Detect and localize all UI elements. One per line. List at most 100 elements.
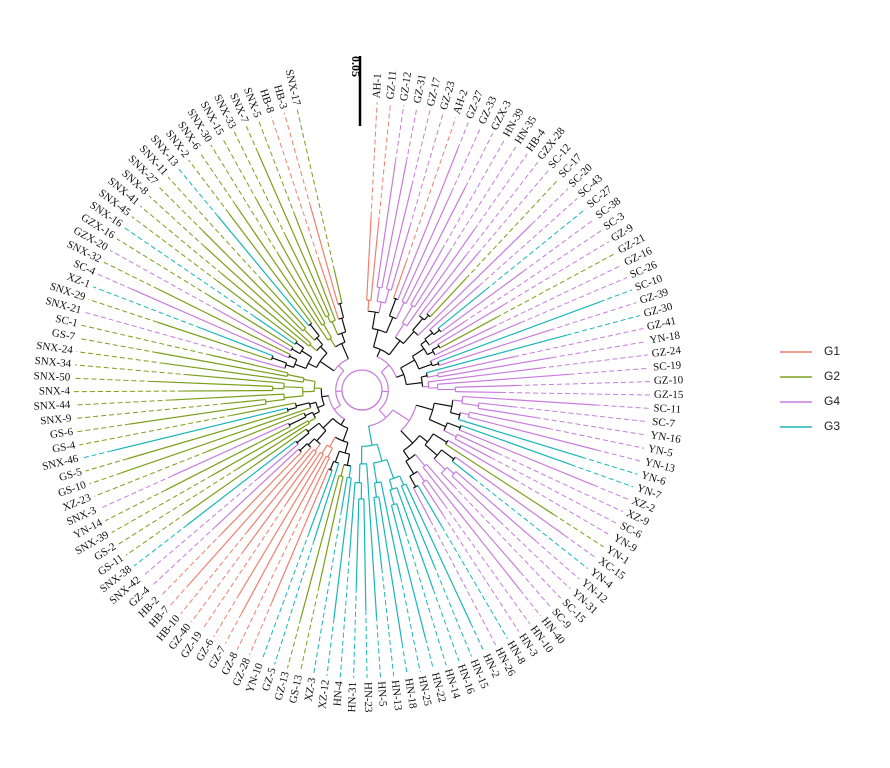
leaf-guide bbox=[92, 286, 201, 329]
branch bbox=[341, 317, 347, 333]
branch bbox=[433, 329, 440, 336]
leaf-guide bbox=[84, 311, 245, 358]
branch bbox=[380, 364, 390, 373]
branch bbox=[228, 212, 313, 324]
branch bbox=[396, 503, 406, 532]
leaf-guide bbox=[123, 227, 255, 317]
branch bbox=[412, 318, 424, 331]
branch bbox=[318, 476, 344, 586]
clade-arc bbox=[368, 409, 394, 427]
clade-arc bbox=[373, 346, 390, 356]
branch bbox=[307, 422, 320, 433]
leaf-guide bbox=[365, 610, 368, 678]
branch bbox=[426, 334, 567, 374]
clade-arc bbox=[420, 376, 424, 387]
branch bbox=[129, 403, 267, 425]
branch bbox=[200, 327, 274, 357]
leaf-guide bbox=[448, 146, 517, 253]
leaf-guide bbox=[569, 367, 650, 375]
branch bbox=[320, 346, 328, 354]
leaf-label: YN-18 bbox=[649, 329, 682, 346]
leaf-label: SNX-44 bbox=[33, 399, 71, 413]
leaf-guide bbox=[167, 176, 263, 281]
branch bbox=[310, 206, 339, 305]
branch bbox=[434, 326, 493, 356]
branch bbox=[429, 418, 446, 428]
clade-arc bbox=[286, 408, 289, 412]
leaf-guide bbox=[470, 623, 485, 652]
branch bbox=[434, 402, 453, 407]
leaf-guide bbox=[450, 127, 482, 193]
leaf-label: SNX-9 bbox=[40, 412, 73, 427]
branch bbox=[376, 349, 381, 357]
branch bbox=[316, 430, 327, 442]
branch bbox=[289, 416, 307, 426]
branch bbox=[401, 192, 452, 302]
clade-arc bbox=[288, 354, 291, 359]
branch bbox=[257, 152, 330, 316]
branch bbox=[182, 389, 273, 392]
branch bbox=[237, 422, 310, 470]
leaf-guide bbox=[75, 403, 226, 419]
leaf-guide bbox=[299, 585, 320, 672]
clade-arc bbox=[307, 420, 310, 424]
leaf-guide bbox=[221, 137, 258, 201]
branch bbox=[427, 351, 434, 356]
branch bbox=[346, 453, 351, 466]
branch bbox=[287, 406, 297, 411]
leaf-guide bbox=[401, 643, 408, 675]
leaf-guide bbox=[199, 151, 236, 206]
branch bbox=[366, 216, 372, 301]
branch bbox=[319, 360, 335, 372]
leaf-guide bbox=[473, 477, 589, 570]
branch bbox=[326, 315, 331, 323]
clade-arc bbox=[376, 356, 397, 378]
clade-arc bbox=[333, 358, 349, 372]
branch bbox=[309, 324, 320, 337]
clade-arc bbox=[303, 412, 307, 418]
leaf-label: SNX-4 bbox=[39, 385, 71, 397]
leaf-guide bbox=[512, 406, 649, 423]
leaf-guide bbox=[85, 458, 128, 472]
branch bbox=[323, 323, 333, 339]
branch bbox=[253, 315, 296, 345]
branch bbox=[394, 323, 405, 338]
leaf-guide bbox=[404, 531, 447, 666]
branch bbox=[459, 429, 594, 486]
clade-arc bbox=[299, 347, 305, 354]
clade-arc bbox=[293, 359, 298, 368]
branch bbox=[366, 463, 378, 617]
branch bbox=[390, 226, 411, 291]
branch bbox=[211, 420, 309, 476]
branch bbox=[402, 450, 410, 460]
leaf-guide bbox=[109, 249, 218, 311]
leaf-guide bbox=[270, 116, 320, 262]
branch bbox=[402, 331, 415, 344]
leaf-label: GS-7 bbox=[51, 327, 76, 343]
clade-arc bbox=[421, 479, 427, 484]
leaf-guide bbox=[79, 414, 233, 446]
leaf-guide bbox=[76, 423, 131, 433]
leaf-guide bbox=[74, 399, 171, 406]
leaf-guide bbox=[400, 577, 421, 673]
leaf-label: HN-18 bbox=[402, 677, 419, 710]
leaf-guide bbox=[180, 530, 249, 615]
clade-arc bbox=[400, 367, 407, 385]
leaf-guide bbox=[549, 302, 637, 331]
leaf-guide bbox=[547, 427, 645, 449]
leaf-guide bbox=[116, 238, 209, 296]
branch bbox=[355, 498, 360, 588]
branch bbox=[416, 404, 433, 411]
branch bbox=[406, 228, 476, 327]
branch bbox=[451, 475, 501, 522]
leaf-label: SNX-50 bbox=[33, 370, 71, 384]
leaf-guide bbox=[409, 113, 444, 228]
branch bbox=[189, 446, 312, 584]
branch bbox=[437, 356, 515, 375]
branch bbox=[432, 345, 440, 351]
leaf-label: GS-6 bbox=[49, 426, 74, 441]
branch bbox=[271, 357, 287, 364]
clade-arc bbox=[403, 435, 421, 452]
clade-arc bbox=[424, 433, 434, 446]
branch bbox=[418, 363, 432, 370]
